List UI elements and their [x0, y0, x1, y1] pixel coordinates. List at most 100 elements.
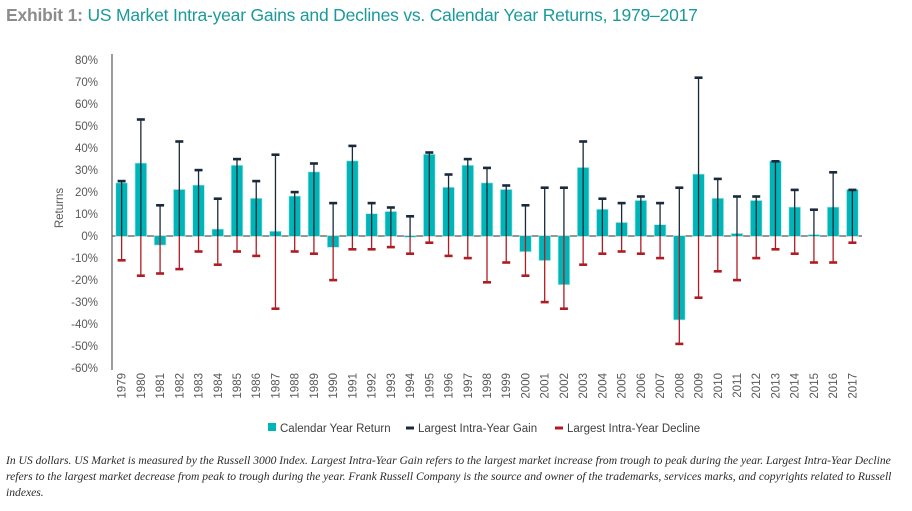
- intra-year-decline-cap: [367, 248, 376, 251]
- intra-year-decline-cap: [194, 250, 203, 253]
- intra-year-decline-cap: [733, 278, 741, 282]
- legend-label: Largest Intra-Year Gain: [418, 423, 537, 435]
- x-tick-label: 1990: [328, 373, 340, 399]
- intra-year-gain-cap: [598, 197, 607, 200]
- x-tick-label: 1995: [424, 373, 436, 399]
- intra-year-decline-cap: [656, 256, 665, 260]
- intra-year-gain-cap: [348, 144, 357, 148]
- y-axis-label: Returns: [54, 188, 66, 229]
- intra-year-decline-cap: [252, 254, 261, 258]
- x-tick-label: 1985: [232, 373, 244, 399]
- intra-year-decline-cap: [463, 256, 472, 260]
- intra-year-decline-cap: [636, 252, 645, 255]
- intra-year-gain-cap: [367, 201, 376, 205]
- y-tick-label: -10%: [71, 253, 98, 265]
- intra-year-decline-cap: [406, 252, 415, 255]
- exhibit-label: Exhibit 1:: [6, 5, 83, 25]
- legend-label: Calendar Year Return: [280, 423, 391, 435]
- x-tick-label: 2005: [617, 373, 629, 399]
- intra-year-decline-cap: [809, 261, 818, 264]
- x-tick-label: 2009: [694, 373, 706, 399]
- intra-year-gain-cap: [636, 195, 645, 198]
- legend-label: Largest Intra-Year Decline: [567, 423, 700, 435]
- intra-year-gain-cap: [694, 76, 703, 79]
- x-tick-label: 1997: [463, 373, 475, 399]
- intra-year-gain-cap: [829, 171, 838, 174]
- chart-title-text: US Market Intra-year Gains and Declines …: [87, 5, 698, 25]
- intra-year-decline-cap: [483, 281, 491, 284]
- x-axis: 1979 1980 1981 1982 1983 1984 1985 1986 1987 1988…: [117, 372, 860, 398]
- intra-year-gain-cap: [502, 184, 511, 187]
- x-tick-label: 2007: [655, 373, 667, 399]
- intra-year-gain-cap: [386, 206, 395, 209]
- y-tick-label: 0%: [81, 231, 98, 243]
- intra-year-decline-cap: [752, 256, 761, 260]
- x-tick-label: 1999: [501, 373, 513, 399]
- x-tick-label: 2013: [770, 373, 782, 399]
- x-tick-label: 1993: [386, 373, 398, 399]
- intra-year-gain-cap: [752, 195, 761, 198]
- intra-year-decline-cap: [502, 261, 511, 264]
- x-tick-label: 1987: [270, 373, 282, 399]
- intra-year-decline-cap: [175, 267, 184, 271]
- x-tick-label: 2003: [578, 373, 590, 399]
- intra-year-decline-cap: [290, 250, 299, 253]
- intra-year-gain-cap: [540, 186, 549, 189]
- intra-year-gain-cap: [233, 157, 241, 161]
- intra-year-gain-cap: [329, 201, 338, 205]
- intra-year-decline-cap: [579, 263, 588, 266]
- x-tick-label: 1991: [347, 373, 359, 399]
- x-tick-label: 1992: [367, 373, 379, 399]
- intra-year-gain-cap: [675, 186, 684, 189]
- intra-year-gain-cap: [309, 162, 318, 165]
- intra-year-gain-cap: [463, 157, 472, 161]
- intra-year-gain-cap: [194, 168, 203, 172]
- intra-year-decline-cap: [675, 342, 684, 346]
- intra-year-gain-cap: [252, 179, 261, 183]
- x-tick-label: 1996: [444, 373, 456, 399]
- intra-year-decline-cap: [348, 248, 357, 251]
- intra-year-gain-cap: [656, 201, 665, 205]
- intra-year-gain-cap: [713, 177, 722, 181]
- x-tick-label: 1981: [155, 373, 167, 399]
- intra-year-decline-cap: [309, 252, 318, 255]
- x-tick-label: 2011: [732, 373, 744, 398]
- y-tick-label: 60%: [75, 99, 98, 111]
- intra-year-decline-cap: [790, 252, 799, 255]
- footnote: In US dollars. US Market is measured by …: [6, 454, 892, 499]
- intra-year-gain-cap: [136, 118, 145, 121]
- intra-year-decline-cap: [271, 307, 280, 310]
- intra-year-gain-cap: [848, 188, 857, 192]
- chart-area: 80% 70% 60% 50% 40% 30% 20% 10% 0% -10% -20% -30% -4…: [54, 54, 862, 435]
- x-tick-label: 1982: [174, 373, 186, 399]
- intra-year-decline-cap: [598, 252, 607, 255]
- intra-year-gain-cap: [444, 173, 453, 176]
- x-tick-label: 2002: [559, 373, 571, 399]
- legend-swatch-intra-year-decline: [555, 426, 563, 430]
- intra-year-gain-cap: [117, 179, 126, 183]
- y-tick-label: 10%: [75, 209, 98, 221]
- x-tick-label: 1989: [309, 373, 321, 399]
- x-tick-label: 2001: [540, 373, 552, 399]
- legend: Calendar Year Return Largest Intra-Year G…: [268, 423, 700, 435]
- x-tick-label: 1986: [251, 373, 263, 399]
- intra-year-decline-cap: [848, 241, 857, 244]
- intra-year-decline-cap: [213, 263, 222, 266]
- x-tick-label: 2012: [751, 373, 763, 399]
- x-tick-label: 2014: [790, 372, 802, 398]
- intra-year-gain-cap: [290, 190, 299, 194]
- y-tick-label: -60%: [71, 363, 98, 375]
- x-tick-label: 2000: [520, 373, 532, 399]
- intra-year-gain-cap: [521, 204, 530, 207]
- x-tick-label: 1988: [290, 373, 302, 399]
- x-tick-label: 1980: [136, 373, 148, 399]
- intra-year-gain-cap: [617, 201, 626, 205]
- x-tick-label: 1994: [405, 372, 417, 398]
- chart-title: Exhibit 1: US Market Intra-year Gains an…: [6, 5, 698, 26]
- x-tick-label: 1984: [213, 372, 225, 398]
- y-tick-label: -50%: [71, 341, 98, 353]
- intra-year-gain-cap: [559, 186, 568, 189]
- x-tick-label: 2006: [636, 373, 648, 399]
- x-tick-label: 2004: [597, 372, 609, 398]
- y-tick-label: 70%: [75, 77, 98, 89]
